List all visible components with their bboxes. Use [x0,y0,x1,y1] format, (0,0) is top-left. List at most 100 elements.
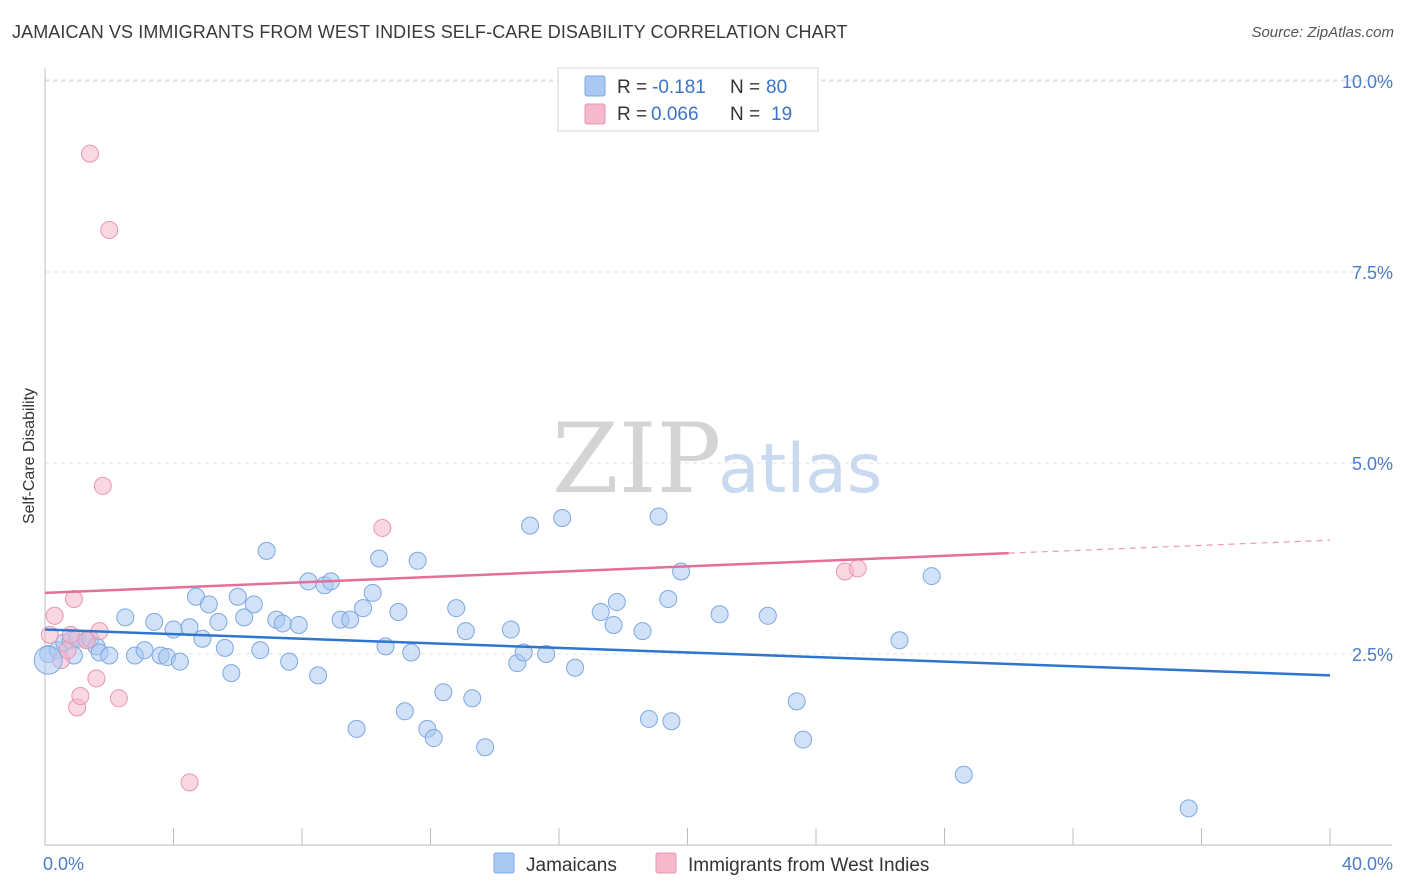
point-0-43 [363,583,382,602]
legend-r-label-jamaicans: R = [617,77,647,98]
legend-swatch-west-indies [584,103,606,125]
bottom-legend-label-west-indies: Immigrants from West Indies [688,855,929,876]
watermark-atlas: atlas [718,430,882,509]
point-1-12 [93,476,112,495]
trend-line-0 [44,628,1331,677]
bottom-legend-swatch-west-indies [655,852,677,874]
legend-n-value-jamaicans: 80 [766,77,787,98]
point-0-67 [633,622,652,641]
point-0-73 [710,605,729,624]
point-0-70 [659,589,678,608]
point-0-28 [244,595,263,614]
point-1-18 [848,559,867,578]
point-0-22 [199,595,218,614]
point-0-79 [954,765,973,784]
point-0-42 [354,599,373,618]
point-0-57 [501,620,520,639]
point-0-46 [389,602,408,621]
y-tick-label-3: 10.0% [1342,72,1393,92]
legend-r-label-west-indies: R = [617,104,647,125]
point-1-1 [45,606,64,625]
point-0-69 [649,507,668,526]
point-0-55 [463,689,482,708]
point-0-25 [222,664,241,683]
axes [44,68,1392,846]
grid-lines [45,79,1392,655]
point-0-30 [257,541,276,560]
point-0-21 [193,629,212,648]
source-label: Source: ZipAtlas.com [1251,24,1394,41]
point-0-64 [591,602,610,621]
y-tick-label-1: 5.0% [1352,454,1393,474]
point-0-77 [890,631,909,650]
watermark-zip: ZIP [552,403,721,515]
legend-swatch-jamaicans [584,75,606,97]
point-1-13 [100,220,119,239]
point-0-49 [408,551,427,570]
point-0-54 [456,622,475,641]
point-1-14 [109,689,128,708]
point-1-7 [71,687,90,706]
point-0-74 [758,606,777,625]
trend-line-extension-1 [1008,539,1331,554]
point-0-68 [639,709,658,728]
point-0-13 [135,641,154,660]
point-0-59 [514,643,533,662]
point-0-36 [309,666,328,685]
point-0-23 [209,612,228,631]
point-0-40 [341,610,360,629]
bottom-legend-label-jamaicans: Jamaicans [526,855,617,876]
point-0-large [33,645,63,675]
point-0-60 [521,516,540,535]
point-0-24 [215,638,234,657]
point-0-33 [280,652,299,671]
point-0-27 [235,608,254,627]
point-0-41 [347,719,366,738]
point-0-48 [402,643,421,662]
bottom-legend-swatch-jamaicans [493,852,515,874]
point-0-26 [228,587,247,606]
point-1-4 [61,625,80,644]
x-tick-label-1: 40.0% [1342,854,1393,874]
watermark: ZIP atlas [552,403,882,515]
point-1-15 [180,773,199,792]
point-1-9 [80,144,99,163]
trend-line-1 [44,551,1009,595]
x-tick-label-0: 0.0% [43,854,84,874]
point-0-11 [116,608,135,627]
trend-lines [44,539,1331,677]
legend-n-value-west-indies: 19 [771,104,792,125]
legend-n-label-jamaicans: N = [730,77,760,98]
point-0-52 [434,683,453,702]
point-0-78 [922,567,941,586]
point-0-29 [251,641,270,660]
legend-box: R = -0.181 N = 80 R = 0.066 N = 19 [557,67,819,132]
x-tick-labels: 0.0% 40.0% [43,854,1393,874]
point-0-53 [447,599,466,618]
point-0-61 [537,645,556,663]
point-0-18 [170,652,189,671]
point-0-47 [395,702,414,721]
legend-r-value-jamaicans: -0.181 [652,77,706,98]
y-axis-label: Self-Care Disability [21,388,38,524]
point-0-34 [289,615,308,634]
point-0-56 [476,738,495,757]
point-0-65 [604,615,623,634]
point-0-63 [566,658,585,677]
point-0-32 [273,614,292,633]
y-tick-label-0: 2.5% [1352,645,1393,665]
y-tick-labels: 2.5% 5.0% 7.5% 10.0% [1342,72,1393,665]
point-1-16 [373,518,392,537]
point-0-62 [553,509,572,528]
point-0-44 [370,549,389,568]
chart-title: JAMAICAN VS IMMIGRANTS FROM WEST INDIES … [12,22,848,42]
point-0-14 [145,612,164,631]
point-0-71 [662,712,681,731]
bottom-legend: Jamaicans Immigrants from West Indies [493,852,929,876]
point-0-75 [787,692,806,711]
legend-r-value-west-indies: 0.066 [651,104,699,125]
legend-n-label-west-indies: N = [730,104,760,125]
point-0-51 [424,729,443,748]
point-0-76 [794,730,813,749]
